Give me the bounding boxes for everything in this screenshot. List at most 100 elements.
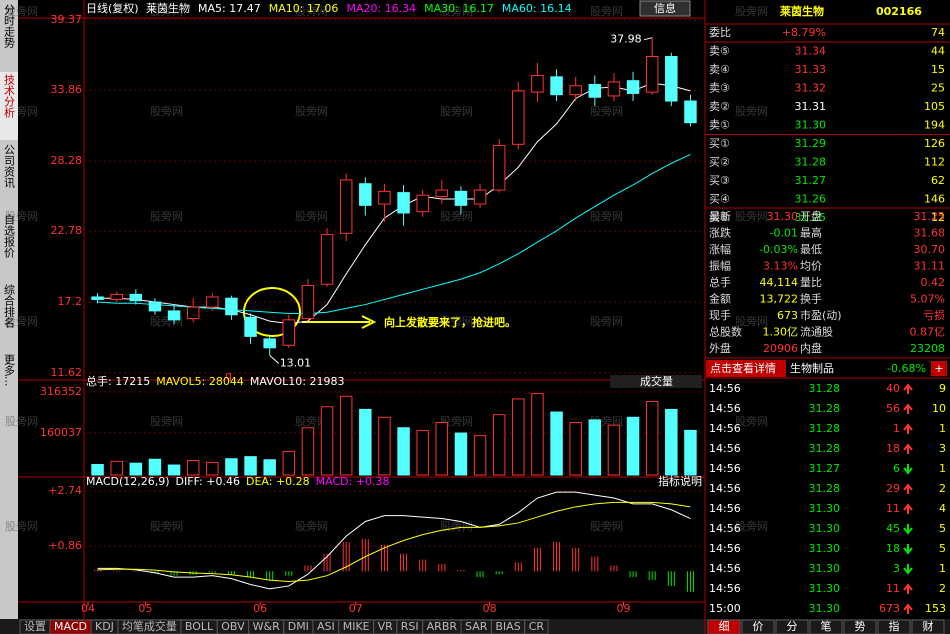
tick-price: 31.28 xyxy=(809,442,841,455)
left-tab[interactable]: 分时走势 xyxy=(3,4,16,48)
order-volume: 15 xyxy=(931,63,945,76)
tick-price: 31.28 xyxy=(809,402,841,415)
y-tick-label: 160037 xyxy=(40,426,82,439)
right-tab-box[interactable] xyxy=(809,619,843,634)
bottom-tab[interactable]: MACD xyxy=(54,620,87,633)
bottom-tab[interactable]: RSI xyxy=(401,620,419,633)
x-tick-label: 06 xyxy=(253,602,267,615)
left-tab[interactable]: 技术分析 xyxy=(3,74,16,119)
candle-body xyxy=(665,56,678,102)
volume-bar xyxy=(282,450,296,476)
bottom-tab[interactable]: ASI xyxy=(317,620,335,633)
candle-body xyxy=(206,296,219,308)
volume-bar xyxy=(263,459,276,476)
right-tab[interactable]: 分 xyxy=(787,620,798,633)
volume-bar xyxy=(550,411,563,476)
tick-count: 1 xyxy=(939,422,946,435)
arrow-head xyxy=(361,315,377,329)
order-label: 买⑤ xyxy=(709,211,730,224)
detail-button[interactable] xyxy=(706,360,786,377)
tick-price: 31.28 xyxy=(809,382,841,395)
order-label: 买④ xyxy=(709,193,730,206)
volume-bar xyxy=(129,462,143,476)
macd-legend: MACD: +0.38 xyxy=(316,475,390,488)
watermark: 股旁网 xyxy=(5,519,38,533)
bottom-tab[interactable]: ARBR xyxy=(427,620,458,633)
bottom-tab[interactable]: OBV xyxy=(221,620,245,633)
right-tab[interactable]: 财 xyxy=(923,619,934,633)
right-tab[interactable]: 势 xyxy=(855,620,866,633)
bottom-tab[interactable]: VR xyxy=(378,620,394,633)
left-tab-active xyxy=(0,72,18,140)
candle-body xyxy=(186,306,200,320)
y-tick-label: +0.86 xyxy=(48,539,82,552)
tick-price: 31.30 xyxy=(809,582,841,595)
macd-legend: DIFF: +0.46 xyxy=(176,475,240,488)
bottom-tab[interactable]: SAR xyxy=(465,620,488,633)
volume-bar xyxy=(684,429,697,476)
tick-arrow xyxy=(903,464,913,475)
order-label: 卖④ xyxy=(709,63,730,76)
order-label: 卖⑤ xyxy=(709,45,730,58)
left-tab[interactable]: 综合排名 xyxy=(3,283,16,328)
right-tab-box[interactable] xyxy=(775,619,809,634)
right-tab[interactable]: 细 xyxy=(719,620,730,633)
watermark: 股旁网 xyxy=(295,104,328,118)
highlight-ellipse xyxy=(243,287,301,337)
high-label: 37.98 xyxy=(610,33,642,46)
right-tab-box[interactable] xyxy=(843,619,877,634)
bottom-tab[interactable]: KDJ xyxy=(95,620,114,633)
stat-label: 量比 xyxy=(800,276,822,289)
plus-label[interactable]: + xyxy=(934,362,943,375)
right-tab[interactable]: 笔 xyxy=(821,619,832,633)
stat-label: 最新 xyxy=(709,209,731,223)
plus-button[interactable] xyxy=(931,361,947,376)
bottom-tab[interactable]: W&R xyxy=(253,620,280,633)
bottom-tab[interactable]: 设置 xyxy=(24,620,46,633)
bottom-tab[interactable]: MIKE xyxy=(343,620,370,633)
candle-body xyxy=(244,316,257,337)
left-tab[interactable]: 自选报价 xyxy=(3,214,16,258)
order-price: 31.27 xyxy=(795,174,827,187)
right-tab-box[interactable] xyxy=(877,619,911,634)
tick-price: 31.27 xyxy=(809,462,841,475)
bottom-tab[interactable]: BOLL xyxy=(185,620,214,633)
detail-button-label[interactable]: 点击查看详情 xyxy=(710,361,776,375)
info-button-label[interactable]: 信息 xyxy=(654,1,676,15)
right-tab[interactable]: 指 xyxy=(889,619,900,633)
order-volume: 74 xyxy=(931,26,945,39)
right-tab-box[interactable] xyxy=(741,619,775,634)
stat-label: 现手 xyxy=(709,308,731,322)
tick-volume: 11 xyxy=(886,502,900,515)
stat-value: 31.30 xyxy=(767,210,799,223)
bottom-tab[interactable]: CR xyxy=(529,620,545,633)
order-volume: 146 xyxy=(924,193,945,206)
stat-value: 673 xyxy=(777,309,798,322)
stat-label: 振幅 xyxy=(709,259,731,273)
y-tick-label: 11.62 xyxy=(51,366,83,379)
info-button[interactable] xyxy=(639,0,691,17)
watermark: 股旁网 xyxy=(295,414,328,428)
bottom-tab[interactable]: 均笔成交量 xyxy=(122,619,177,633)
bottom-tab[interactable]: BIAS xyxy=(495,620,520,633)
watermark: 股旁网 xyxy=(5,209,38,223)
volume-bar xyxy=(339,395,353,476)
left-tab[interactable]: 更多... xyxy=(3,354,16,387)
bottom-tab[interactable]: DMI xyxy=(288,620,309,633)
order-volume: 126 xyxy=(924,137,945,150)
candle-body xyxy=(473,189,487,205)
stat-value: -0.01 xyxy=(770,227,798,240)
y-tick-label: 316352 xyxy=(40,385,82,398)
quote-code: 002166 xyxy=(876,5,922,18)
volume-bar xyxy=(320,406,334,476)
bottom-tab-box[interactable] xyxy=(524,619,549,634)
tick-time: 14:56 xyxy=(709,502,741,515)
period-label: 日线(复权) xyxy=(86,1,139,15)
right-tab[interactable]: 价 xyxy=(753,620,764,633)
right-tab-box[interactable] xyxy=(911,619,945,634)
left-tab[interactable]: 公司资讯 xyxy=(3,144,16,189)
stat-value: 0.42 xyxy=(921,276,946,289)
stat-value: 亏损 xyxy=(923,308,945,322)
macd-help[interactable]: 指标说明 xyxy=(658,474,702,488)
right-tab-box[interactable] xyxy=(707,619,741,634)
